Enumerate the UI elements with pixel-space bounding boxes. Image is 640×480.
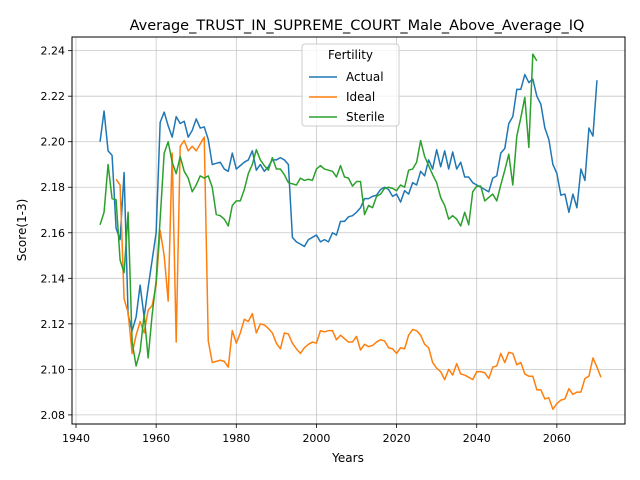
y-tick-label: 2.16	[41, 227, 66, 240]
x-tick-label: 1940	[62, 432, 90, 445]
x-tick-label: 2040	[463, 432, 491, 445]
x-axis-label: Years	[331, 451, 364, 465]
series-line-sterile	[99, 53, 538, 367]
y-tick-label: 2.20	[41, 136, 66, 149]
y-tick-label: 2.10	[41, 363, 66, 376]
y-tick-label: 2.18	[41, 181, 66, 194]
plot-frame	[71, 36, 626, 425]
legend-label-sterile: Sterile	[346, 110, 385, 124]
chart-title: Average_TRUST_IN_SUPREME_COURT_Male_Abov…	[130, 18, 585, 34]
series-line-actual	[99, 73, 598, 332]
x-tick-label: 2000	[302, 432, 330, 445]
y-tick-label: 2.24	[41, 45, 66, 58]
y-tick-label: 2.14	[41, 272, 66, 285]
legend-box	[301, 43, 400, 127]
y-tick-label: 2.12	[41, 318, 66, 331]
x-tick-label: 1980	[222, 432, 250, 445]
y-axis-label: Score(1-3)	[15, 199, 29, 262]
x-axis: 1940 1960 1980 2000 2020 2040 2060	[62, 424, 571, 445]
y-tick-label: 2.22	[41, 90, 66, 103]
series-line-ideal	[115, 136, 602, 410]
x-tick-label: 2060	[543, 432, 571, 445]
y-axis: 2.08 2.10 2.12 2.14 2.16 2.18 2.20 2.22 2.24	[41, 45, 72, 422]
x-tick-label: 1960	[142, 432, 170, 445]
series-lines	[99, 53, 602, 410]
legend-title: Fertility	[328, 48, 373, 62]
legend: Fertility Actual Ideal Sterile	[301, 43, 400, 127]
y-tick-label: 2.08	[41, 409, 66, 422]
x-tick-label: 2020	[383, 432, 411, 445]
legend-label-ideal: Ideal	[346, 90, 375, 104]
legend-label-actual: Actual	[346, 70, 384, 84]
